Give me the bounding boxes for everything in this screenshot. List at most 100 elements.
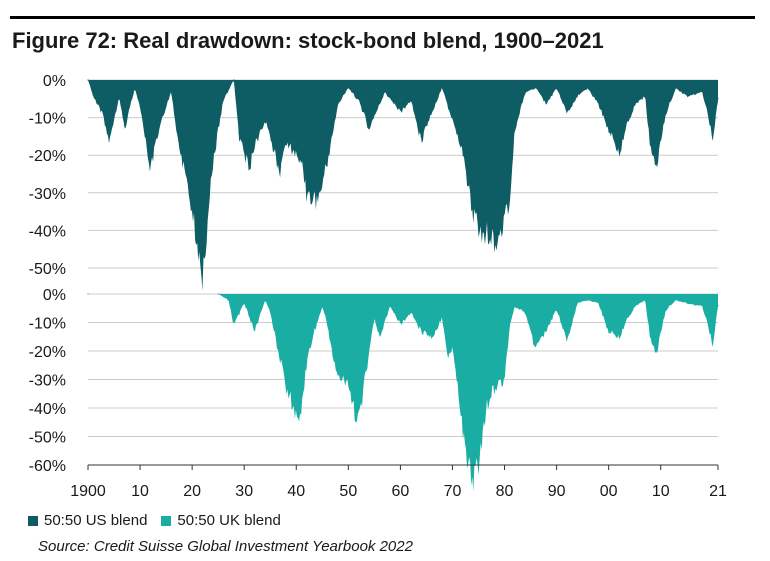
top-rule: [10, 16, 755, 19]
data-point-us: [597, 101, 599, 104]
data-point-uk: [264, 299, 266, 301]
data-point-uk: [686, 301, 688, 304]
data-point-uk: [451, 344, 454, 346]
data-point-uk: [644, 299, 646, 301]
data-point-us: [654, 162, 657, 164]
y-tick-label-uk: -40%: [29, 401, 66, 418]
data-point-us: [545, 101, 547, 104]
data-point-us: [472, 203, 474, 205]
x-tick-label: 1900: [70, 483, 106, 500]
x-tick-label: 00: [600, 483, 618, 500]
data-point-uk: [488, 387, 490, 389]
data-point-us: [431, 109, 433, 111]
data-point-us: [649, 139, 651, 141]
data-point-uk: [347, 378, 349, 381]
data-point-uk: [300, 401, 303, 403]
data-point-us: [514, 124, 516, 126]
data-point-uk: [587, 299, 589, 301]
data-point-us: [623, 128, 625, 130]
data-point-us: [326, 154, 329, 156]
data-point-uk: [566, 336, 568, 338]
y-tick-label-uk: -30%: [29, 373, 66, 390]
data-point-uk: [535, 344, 537, 346]
data-point-us: [493, 226, 495, 228]
y-tick-label-us: -20%: [29, 148, 66, 165]
data-point-us: [238, 132, 240, 134]
data-point-uk: [332, 350, 334, 352]
data-point-uk: [675, 299, 677, 301]
data-point-uk: [441, 316, 443, 318]
data-point-us: [248, 162, 250, 164]
data-point-uk: [352, 398, 355, 401]
data-point-us: [316, 192, 318, 194]
legend-item-uk: 50:50 UK blend: [161, 512, 281, 529]
legend-swatch-uk: [161, 515, 172, 526]
data-point-uk: [701, 304, 703, 306]
data-point-us: [170, 90, 172, 92]
data-point-us: [186, 165, 188, 168]
data-point-us: [399, 109, 401, 111]
data-point-us: [358, 98, 360, 100]
data-point-uk: [654, 350, 657, 352]
legend-label-us: 50:50 US blend: [44, 512, 148, 529]
y-tick-label-us: -30%: [29, 186, 66, 203]
data-point-us: [337, 101, 339, 104]
data-point-us: [222, 98, 224, 100]
data-point-uk: [623, 321, 625, 324]
data-point-us: [420, 135, 422, 137]
data-point-uk: [217, 293, 219, 295]
data-point-us: [488, 218, 490, 220]
drawdown-chart: 0% -10% -20% -30% -40% -50% 0% -10% -20% -30% -40%…: [29, 73, 727, 500]
y-tick-label-us: -50%: [29, 261, 66, 278]
data-point-us: [451, 117, 454, 119]
data-point-uk: [311, 336, 313, 338]
data-point-uk: [269, 310, 271, 312]
data-point-uk: [227, 299, 230, 301]
area-series-uk: [88, 294, 718, 492]
data-point-uk: [446, 350, 448, 352]
data-point-uk: [717, 304, 719, 306]
data-point-uk: [358, 407, 360, 409]
data-point-us: [160, 117, 162, 119]
data-point-us: [566, 109, 568, 111]
data-point-uk: [389, 304, 391, 306]
source-note: Source: Credit Suisse Global Investment …: [38, 538, 413, 555]
x-tick-label: 10: [652, 483, 670, 500]
data-point-uk: [280, 356, 282, 358]
data-point-us: [462, 147, 464, 149]
data-point-uk: [254, 327, 256, 329]
data-point-us: [181, 154, 183, 156]
data-point-uk: [243, 301, 245, 304]
data-point-uk: [431, 333, 433, 335]
data-point-us: [139, 105, 141, 107]
data-point-uk: [493, 378, 495, 381]
data-point-us: [618, 147, 620, 149]
data-point-uk: [410, 310, 412, 312]
data-point-us: [712, 132, 714, 134]
data-point-us: [524, 90, 526, 92]
data-point-us: [368, 124, 370, 126]
data-point-uk: [503, 373, 506, 375]
data-point-uk: [420, 327, 422, 329]
data-point-us: [509, 192, 511, 194]
data-point-uk: [233, 321, 235, 324]
legend-item-us: 50:50 US blend: [28, 512, 147, 529]
data-point-uk: [321, 304, 323, 306]
data-point-us: [384, 90, 386, 92]
y-tick-label-us: -40%: [29, 223, 66, 240]
data-point-us: [477, 214, 480, 216]
data-point-uk: [483, 413, 485, 415]
data-point-uk: [477, 450, 480, 452]
data-point-uk: [87, 293, 89, 295]
data-point-uk: [290, 390, 292, 392]
y-tick-label-uk: -50%: [29, 430, 66, 447]
data-point-us: [92, 94, 94, 96]
data-point-us: [498, 229, 500, 231]
x-tick-label: 60: [391, 483, 409, 500]
data-point-uk: [556, 307, 558, 309]
chart-title: Figure 72: Real drawdown: stock-bond ble…: [12, 28, 604, 53]
legend-swatch-us: [28, 515, 38, 526]
data-point-us: [233, 79, 235, 81]
data-point-us: [108, 135, 110, 137]
data-point-us: [175, 124, 178, 126]
